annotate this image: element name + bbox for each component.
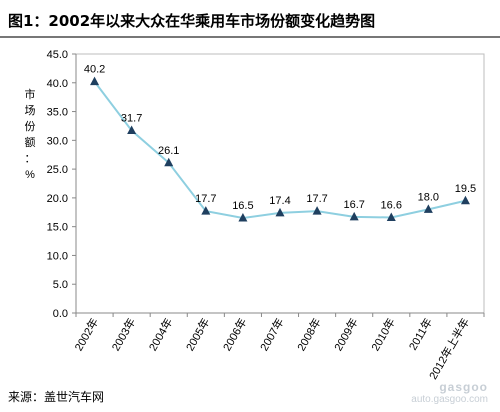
x-tick-label: 2006年 — [220, 316, 250, 354]
data-label: 17.4 — [269, 195, 290, 207]
source-note: 来源：盖世汽车网 — [8, 390, 105, 404]
data-label: 17.7 — [195, 193, 216, 205]
data-point-marker — [275, 207, 285, 217]
y-tick-label: 5.0 — [53, 279, 68, 291]
x-tick-label: 2004年 — [145, 316, 175, 354]
data-label: 17.7 — [306, 193, 327, 205]
data-point-marker — [238, 213, 248, 222]
plot-frame — [75, 53, 485, 314]
x-tick-label: 2009年 — [331, 316, 361, 354]
market-share-line-chart: 0.0 5.0 10.0 15.0 20.0 25.0 30.0 35.0 40.0 45.0 20… — [25, 49, 485, 382]
data-label: 16.5 — [232, 200, 253, 212]
y-tick-label: 45.0 — [47, 49, 68, 61]
y-tick-label: 35.0 — [47, 107, 68, 119]
data-point-marker — [201, 206, 211, 215]
y-tick-label: 15.0 — [47, 222, 68, 234]
y-axis-label-char: 场 — [25, 103, 36, 117]
watermark-url: auto.gasgoo.com — [411, 394, 488, 405]
y-axis-label-char: ： — [25, 153, 36, 165]
y-tick-label: 40.0 — [47, 78, 68, 90]
x-tick-label: 2007年 — [257, 316, 287, 354]
data-label: 31.7 — [121, 113, 142, 125]
y-tick-label: 25.0 — [47, 164, 68, 176]
y-axis-label-char: 份 — [25, 120, 36, 133]
data-point-marker — [312, 206, 322, 215]
data-point-marker — [90, 76, 100, 86]
data-label: 40.2 — [84, 64, 105, 76]
x-tick-label: 2010年 — [368, 316, 398, 354]
data-point-marker — [423, 204, 433, 213]
data-label: 18.0 — [418, 191, 439, 203]
data-point-marker — [164, 157, 174, 167]
y-tick-label: 10.0 — [47, 250, 68, 262]
y-axis-label-char: 额 — [25, 136, 36, 149]
data-label: 16.7 — [343, 199, 364, 211]
y-tick-label: 0.0 — [53, 308, 68, 320]
y-axis-label-char: % — [25, 169, 35, 181]
data-label: 26.1 — [158, 145, 179, 157]
data-point-marker — [349, 211, 359, 221]
x-tick-label: 2005年 — [183, 316, 213, 354]
x-tick-label: 2008年 — [294, 316, 324, 354]
y-tick-label: 20.0 — [47, 193, 68, 205]
data-label: 19.5 — [455, 183, 476, 195]
title-divider — [0, 36, 500, 38]
data-label: 16.6 — [381, 199, 402, 211]
data-point-marker — [460, 195, 470, 205]
data-point-marker — [127, 125, 137, 135]
y-axis-label-char: 市 — [25, 87, 36, 101]
watermark-logo: gasgoo — [439, 380, 488, 394]
y-tick-label: 30.0 — [47, 135, 68, 147]
data-point-marker — [386, 212, 396, 221]
page-title: 图1：2002年以来大众在华乘用车市场份额变化趋势图 — [8, 12, 376, 30]
x-tick-label: 2002年 — [71, 316, 101, 354]
x-tick-label: 2003年 — [108, 316, 138, 354]
chart-area: 0.0 5.0 10.0 15.0 20.0 25.0 30.0 35.0 40.0 45.0 20… — [0, 40, 500, 390]
x-tick-label: 2011年 — [406, 316, 435, 353]
gasgoo-watermark: gasgoo auto.gasgoo.com — [390, 380, 490, 408]
